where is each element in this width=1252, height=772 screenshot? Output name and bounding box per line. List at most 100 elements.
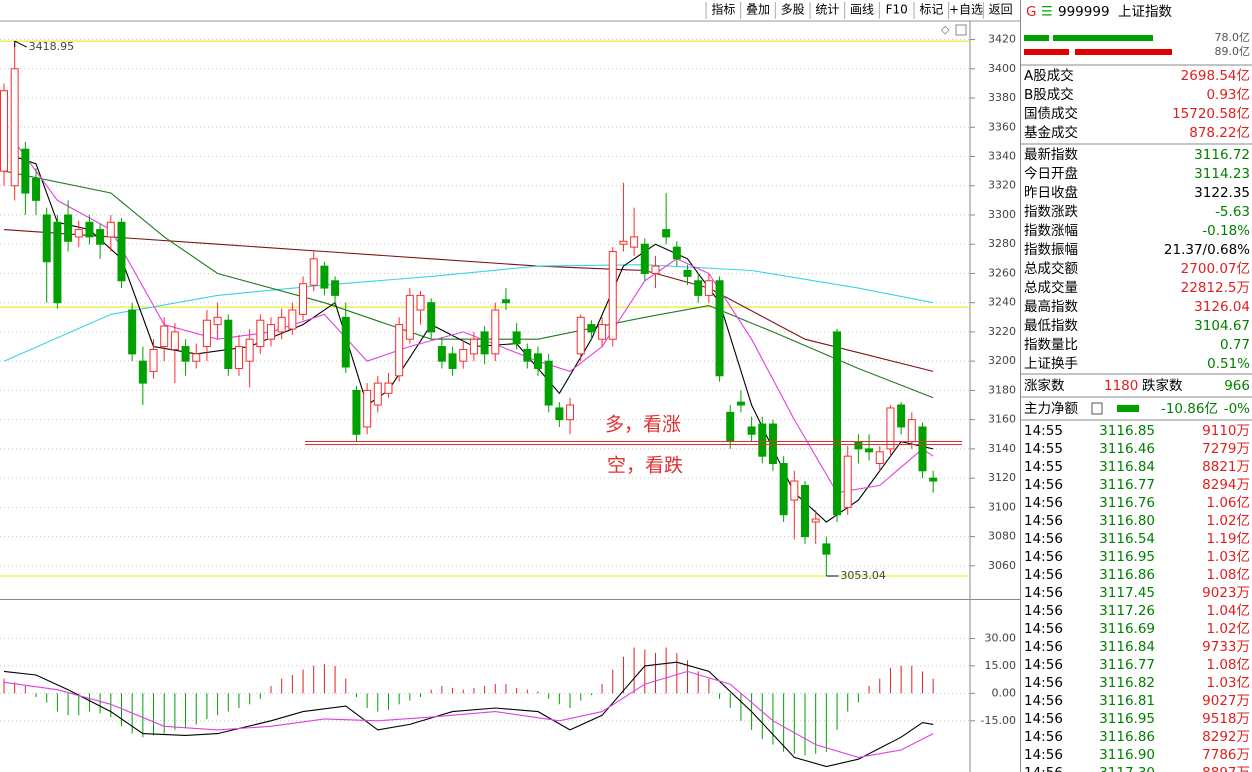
candle-body	[736, 401, 745, 406]
tick-price: 3116.90	[1099, 747, 1155, 763]
candle-body	[395, 324, 404, 377]
toolbar-button[interactable]: 叠加	[746, 3, 770, 17]
tick-volume: 9023万	[1202, 585, 1250, 601]
candle-body	[929, 477, 938, 482]
net-flow-bar	[1117, 405, 1139, 412]
toolbar-button[interactable]: F10	[886, 3, 908, 17]
candle-body	[662, 229, 671, 238]
candle-body	[267, 324, 275, 340]
tick-price: 3116.77	[1099, 657, 1155, 673]
toolbar-button[interactable]: 标记	[919, 3, 943, 17]
candle-body	[21, 148, 30, 194]
candle-body	[181, 346, 190, 362]
icon-box[interactable]	[955, 24, 967, 36]
candle-body	[907, 419, 916, 443]
net-flow-icon[interactable]	[1091, 402, 1103, 415]
flow-bar	[1053, 35, 1153, 41]
stat-label: 基金成交	[1024, 124, 1078, 141]
down-count: 966	[1224, 378, 1250, 394]
stat-value: 22812.5万	[1181, 280, 1250, 296]
candle-body	[501, 299, 510, 304]
net-flow-value: -10.86亿	[1161, 401, 1218, 417]
candle-body	[779, 463, 788, 516]
y-tick-label: 3140	[988, 442, 1016, 455]
candle-body	[608, 251, 617, 340]
up-label: 涨家数	[1024, 377, 1065, 394]
tick-volume: 1.03亿	[1206, 675, 1250, 691]
y-tick-label: 3220	[988, 325, 1016, 338]
flow-bar	[1024, 35, 1049, 41]
toolbar-button[interactable]: +自选	[949, 3, 983, 17]
candle-body	[598, 324, 607, 340]
candle-body	[918, 426, 927, 472]
candle-body	[170, 331, 179, 350]
candle-body	[405, 294, 414, 340]
tick-volume: 9733万	[1202, 639, 1250, 655]
candle-body	[758, 423, 767, 457]
toolbar-button[interactable]: 画线	[850, 3, 874, 17]
annotation: 空，看跌	[607, 455, 683, 477]
tick-volume: 9027万	[1202, 693, 1250, 709]
flow-value: 89.0亿	[1215, 45, 1251, 58]
flag: G	[1026, 4, 1036, 20]
toolbar-button[interactable]: 统计	[815, 3, 839, 17]
candle-body	[619, 240, 628, 245]
candle-body	[363, 389, 372, 428]
stat-label: 总成交量	[1024, 279, 1078, 296]
tick-time: 14:56	[1024, 639, 1063, 655]
net-flow-ratio: -0%	[1224, 401, 1250, 417]
y-tick-label: 15.00	[985, 659, 1017, 672]
candle-body	[822, 543, 831, 555]
tick-volume: 1.19亿	[1206, 531, 1250, 547]
toolbar-button[interactable]: 返回	[989, 3, 1013, 17]
stat-value: 3122.35	[1194, 185, 1250, 201]
y-tick-label: 3060	[988, 559, 1016, 572]
tick-time: 14:56	[1024, 513, 1063, 529]
tick-time: 14:56	[1024, 549, 1063, 565]
y-tick-label: 3240	[988, 296, 1016, 309]
candle-body	[373, 382, 382, 406]
tick-volume: 1.02亿	[1206, 513, 1250, 529]
candle-body	[149, 348, 158, 372]
candle-body	[555, 407, 564, 421]
candle-body	[224, 319, 233, 369]
indicator-line	[3, 661, 934, 768]
y-tick-label: 3180	[988, 383, 1016, 396]
y-tick-label: 3260	[988, 266, 1016, 279]
tick-time: 14:56	[1024, 675, 1063, 691]
candle-body	[544, 360, 553, 406]
tick-price: 3116.81	[1099, 693, 1155, 709]
tick-time: 14:55	[1024, 459, 1063, 475]
stat-value: 0.77	[1220, 337, 1250, 353]
candle-body	[448, 353, 457, 369]
tick-volume: 7279万	[1202, 441, 1250, 457]
icon-diamond[interactable]: ◇	[941, 23, 950, 36]
tick-price: 3116.80	[1099, 513, 1155, 529]
tick-price: 3116.84	[1099, 639, 1155, 655]
stat-label: 指数量比	[1024, 337, 1078, 353]
y-tick-label: 3100	[988, 500, 1016, 513]
candle-body	[245, 338, 254, 362]
candle-body	[672, 246, 681, 260]
tick-volume: 1.03亿	[1206, 549, 1250, 565]
candle-body	[833, 331, 842, 516]
toolbar-button[interactable]: 指标	[711, 2, 735, 17]
y-tick-label: 3300	[988, 208, 1016, 221]
down-label: 跌家数	[1142, 377, 1183, 394]
candle-body	[726, 411, 735, 443]
toolbar-button[interactable]: 多股	[781, 3, 805, 17]
candle-body	[64, 214, 73, 242]
stat-label: 最高指数	[1024, 298, 1078, 315]
tick-time: 14:55	[1024, 423, 1063, 439]
candle-body	[202, 319, 211, 348]
menu-icon[interactable]: ☰	[1041, 5, 1053, 20]
candle-body	[106, 221, 115, 238]
low-label: 3053.04	[840, 569, 886, 582]
candle-body	[480, 331, 489, 355]
tick-volume: 8292万	[1202, 729, 1250, 745]
tick-volume: 9110万	[1202, 423, 1250, 439]
candle-body	[640, 243, 649, 274]
candle-body	[10, 68, 19, 187]
candle-body	[331, 280, 340, 296]
flow-value: 78.0亿	[1215, 31, 1251, 44]
